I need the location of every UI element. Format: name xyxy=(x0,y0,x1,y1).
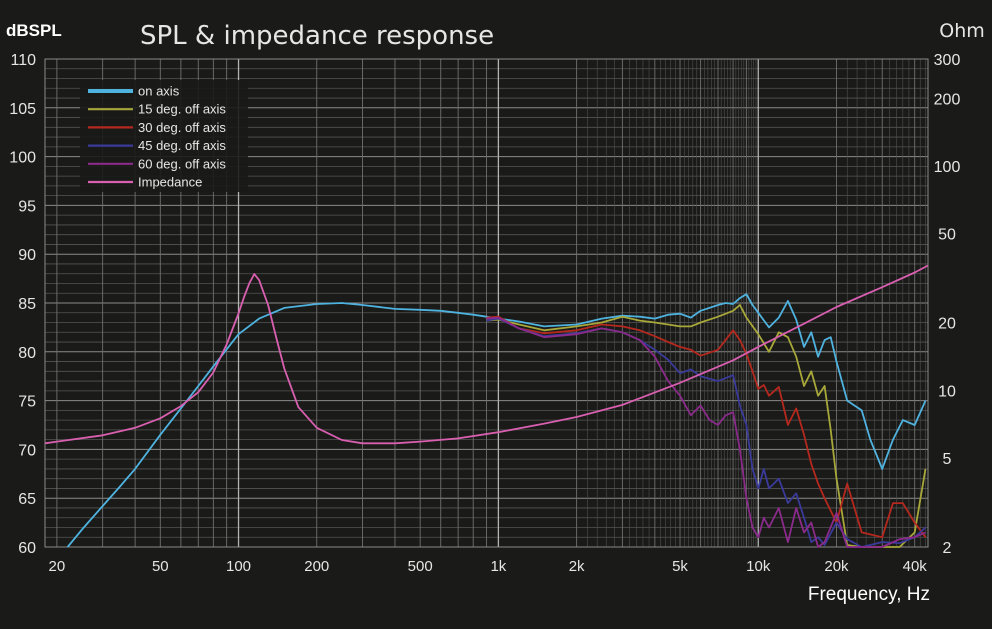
legend-label: 15 deg. off axis xyxy=(138,102,226,117)
x-tick-label: 2k xyxy=(569,558,585,575)
plot-frame xyxy=(44,58,929,548)
x-tick-label: 1k xyxy=(490,558,506,575)
y-tick-label: 75 xyxy=(18,394,36,411)
y2-tick-label: 300 xyxy=(934,52,961,69)
x-tick-label: 5k xyxy=(672,558,688,575)
series-line-60-deg-off-axis xyxy=(486,316,926,548)
x-tick-label: 20 xyxy=(49,558,66,575)
legend-label: 30 deg. off axis xyxy=(138,120,226,135)
y2-tick-label: 50 xyxy=(938,227,956,244)
y-tick-label: 65 xyxy=(18,491,36,508)
legend: on axis 15 deg. off axis 30 deg. off axis 4… xyxy=(80,80,248,192)
legend-label: 45 deg. off axis xyxy=(138,138,226,153)
series-line-15-deg-off-axis xyxy=(486,304,927,548)
y2-tick-label: 10 xyxy=(938,383,956,400)
legend-label: Impedance xyxy=(138,175,202,190)
x-tick-label: 100 xyxy=(226,558,251,575)
legend-label: on axis xyxy=(138,84,180,99)
y2-axis-label: Ohm xyxy=(939,20,985,42)
y-tick-label: 90 xyxy=(18,247,36,264)
y-tick-label: 85 xyxy=(18,296,36,313)
grid xyxy=(45,58,928,548)
y2-tick-label: 2 xyxy=(943,540,952,557)
legend-label: 60 deg. off axis xyxy=(138,156,226,171)
y-tick-label: 100 xyxy=(9,150,36,167)
series-line-impedance xyxy=(44,264,929,445)
series-line-on-axis xyxy=(66,293,927,548)
y2-tick-label: 100 xyxy=(934,159,961,176)
chart-title: SPL & impedance response xyxy=(140,21,494,51)
x-axis-label: Frequency, Hz xyxy=(808,584,930,605)
x-tick-label: 200 xyxy=(304,558,329,575)
y2-tick-label: 5 xyxy=(943,451,952,468)
x-tick-label: 10k xyxy=(746,558,771,575)
y-tick-label: 70 xyxy=(18,442,36,459)
y-tick-label: 105 xyxy=(9,101,36,118)
y-axis-label: dBSPL xyxy=(6,21,62,40)
y2-tick-label: 200 xyxy=(934,91,961,108)
x-tick-label: 20k xyxy=(824,558,849,575)
y-axis-ticks: 110 105 100 95 90 85 80 75 70 65 60 xyxy=(9,52,36,557)
x-tick-label: 50 xyxy=(152,558,169,575)
y2-axis-ticks: 300 200 100 50 20 10 5 2 xyxy=(934,52,961,557)
x-tick-label: 40k xyxy=(903,558,928,575)
series-lines xyxy=(44,264,929,548)
y-tick-label: 95 xyxy=(18,198,36,215)
x-tick-label: 500 xyxy=(408,558,433,575)
y-tick-label: 80 xyxy=(18,345,36,362)
y-tick-label: 110 xyxy=(10,52,36,69)
y2-tick-label: 20 xyxy=(938,316,956,333)
legend-background xyxy=(80,80,248,192)
series-line-30-deg-off-axis xyxy=(486,315,927,539)
x-axis-ticks: 20 50 100 200 500 1k 2k 5k 10k 20k 40k xyxy=(49,558,928,575)
y-tick-label: 60 xyxy=(18,540,36,557)
